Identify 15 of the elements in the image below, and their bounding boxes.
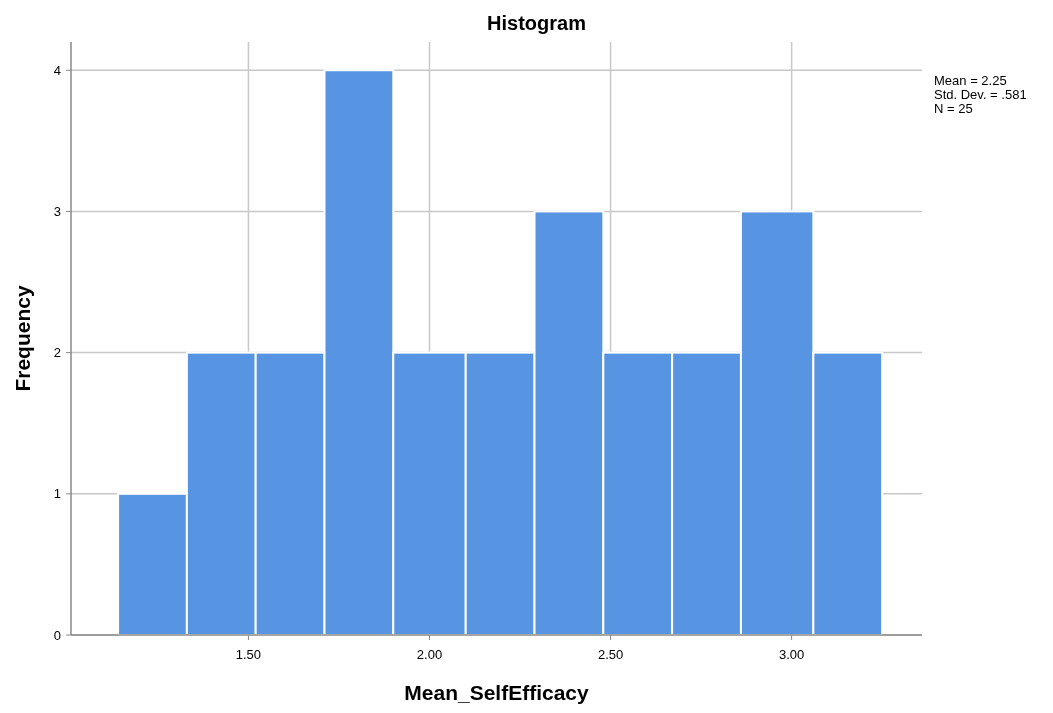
x-tick-label: 1.50 — [235, 647, 262, 662]
y-tick-label: 0 — [53, 627, 61, 643]
y-tick-label: 4 — [53, 62, 61, 78]
text: Mean = 2.25 — [934, 73, 1007, 88]
text: N = 25 — [934, 101, 973, 116]
text: Std. Dev. = .581 — [934, 87, 1027, 102]
x-tick-label: 2.00 — [416, 647, 443, 662]
x-tick-label: 2.50 — [597, 647, 624, 662]
y-tick-label: 2 — [53, 345, 61, 361]
y-tick-label: 1 — [53, 486, 61, 502]
y-tick-label: 3 — [53, 203, 61, 219]
y-axis-title: Frequency — [11, 285, 34, 392]
x-tick-label: 3.00 — [778, 647, 805, 662]
x-axis-title: Mean_SelfEfficacy — [404, 681, 590, 704]
chart-title: Histogram — [487, 12, 586, 34]
